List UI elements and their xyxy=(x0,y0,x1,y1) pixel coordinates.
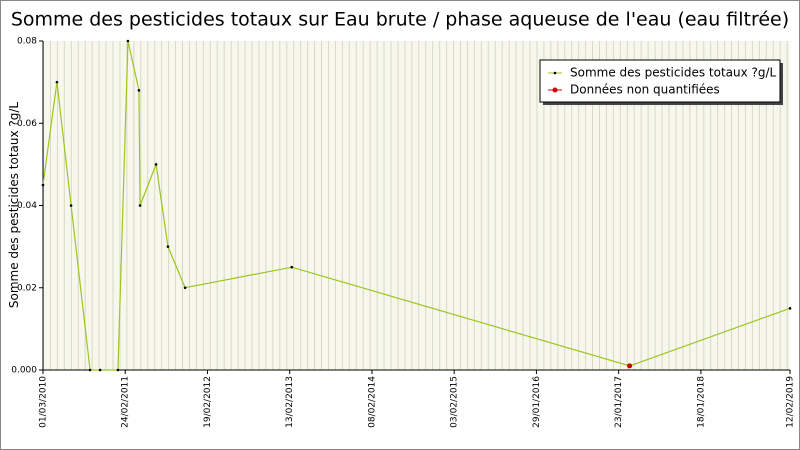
x-tick-label: 23/01/2017 xyxy=(614,376,624,428)
x-tick-label: 01/03/2010 xyxy=(39,376,49,428)
data-point xyxy=(41,183,45,187)
y-tick-label: 0.000 xyxy=(11,366,37,376)
data-point xyxy=(183,286,187,290)
y-tick-label: 0.08 xyxy=(17,37,37,47)
legend-marker xyxy=(553,71,557,75)
legend-box xyxy=(539,59,781,103)
data-point xyxy=(627,363,633,369)
data-point xyxy=(138,204,142,207)
x-tick-label: 03/02/2015 xyxy=(450,376,460,428)
y-axis-label: Somme des pesticides totaux ?g/L xyxy=(7,102,21,309)
y-tick-label: 0.04 xyxy=(17,201,37,211)
data-point xyxy=(154,163,158,166)
legend-label: Somme des pesticides totaux ?g/L xyxy=(570,66,777,80)
x-tick-label: 29/01/2016 xyxy=(532,376,542,428)
y-tick-label: 0.02 xyxy=(17,283,37,293)
y-tick-label: 0.06 xyxy=(17,119,37,129)
data-point xyxy=(55,80,59,84)
legend: Somme des pesticides totaux ?g/L Données … xyxy=(539,59,783,105)
x-tick-label: 19/02/2012 xyxy=(203,376,213,428)
data-point xyxy=(69,204,73,207)
chart-title: Somme des pesticides totaux sur Eau brut… xyxy=(11,9,789,31)
data-point xyxy=(137,89,141,92)
legend-label: Données non quantifiées xyxy=(570,83,720,97)
x-tick-label: 18/01/2018 xyxy=(696,376,706,428)
data-point xyxy=(116,368,120,372)
x-tick-label: 08/02/2014 xyxy=(367,376,377,428)
x-tick-label: 24/02/2011 xyxy=(121,376,131,428)
data-point xyxy=(126,39,130,43)
data-point xyxy=(290,265,294,269)
data-point xyxy=(88,368,92,372)
x-tick-label: 12/02/2019 xyxy=(786,376,796,428)
legend-marker xyxy=(552,87,558,93)
data-point xyxy=(166,245,170,248)
data-point xyxy=(98,368,102,372)
data-point xyxy=(788,307,792,310)
x-tick-label: 13/02/2013 xyxy=(285,376,295,428)
